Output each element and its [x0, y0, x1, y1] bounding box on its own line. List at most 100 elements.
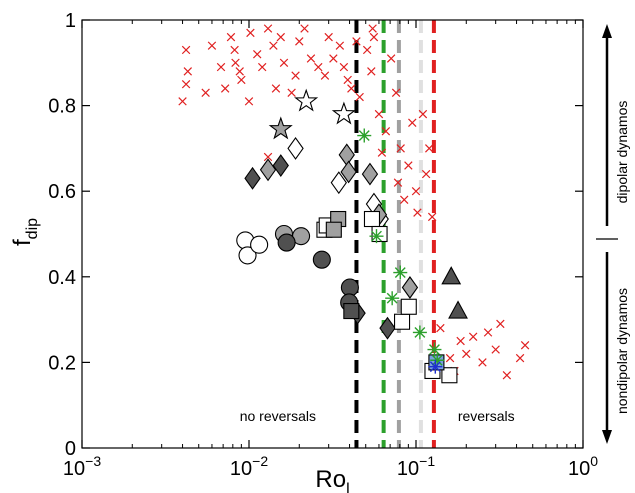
- data-point-x-0-65: [496, 319, 505, 329]
- data-point-asterisk-15-0: [428, 359, 443, 374]
- data-point-x-0-19: [276, 32, 286, 42]
- data-point-x-0-13: [244, 97, 254, 106]
- data-point-diamond-5-0: [244, 166, 261, 190]
- data-point-circle-8-0: [277, 233, 296, 252]
- data-point-x-0-26: [306, 54, 316, 63]
- data-point-asterisk-14-5: [427, 342, 442, 357]
- data-point-x-0-15: [252, 50, 262, 59]
- data-point-diamond-4-2: [340, 160, 357, 184]
- data-point-x-0-46: [399, 195, 409, 204]
- data-points: [178, 24, 530, 384]
- data-point-diamond-5-3: [379, 316, 396, 340]
- data-point-triangle-13-0: [441, 266, 462, 285]
- annotation-no-reversals: no reversals: [240, 408, 316, 424]
- plot-frame: [81, 19, 584, 449]
- data-point-square-9-4: [393, 313, 411, 330]
- y-tick-label-4: 0.8: [48, 96, 76, 118]
- data-point-x-0-43: [391, 88, 401, 97]
- x-tick-label-base: 10: [230, 458, 252, 480]
- data-point-x-0-36: [362, 45, 372, 55]
- y-axis-label-sub: dip: [24, 218, 41, 239]
- data-point-x-0-27: [314, 62, 323, 72]
- data-point-square-10-1: [325, 221, 342, 238]
- data-point-x-0-53: [424, 144, 434, 153]
- data-point-x-0-30: [329, 54, 338, 63]
- data-point-x-0-56: [368, 24, 377, 33]
- data-point-diamond-4-0: [259, 158, 277, 182]
- data-point-x-0-67: [515, 353, 525, 363]
- dipolar-arrow-head: [602, 24, 612, 38]
- data-point-circle-8-1: [312, 250, 331, 269]
- data-point-x-0-51: [418, 109, 428, 119]
- data-point-x-0-20: [271, 84, 281, 93]
- data-point-x-0-64: [491, 345, 500, 354]
- x-tick-label-exponent: −1: [419, 453, 435, 469]
- data-point-star5-1-1: [331, 101, 357, 125]
- data-point-x-0-0: [181, 45, 191, 55]
- data-point-x-0-41: [381, 127, 391, 136]
- data-point-x-0-70: [483, 328, 493, 337]
- x-tick-label-exponent: 0: [590, 453, 598, 469]
- data-point-square-9-5: [400, 298, 417, 315]
- data-point-x-0-55: [263, 152, 273, 162]
- data-point-star5-1-0: [294, 88, 319, 112]
- x-axis-label: Rol: [315, 466, 349, 493]
- data-point-x-0-11: [237, 75, 246, 85]
- data-point-x-0-63: [478, 358, 487, 367]
- data-point-x-0-28: [320, 71, 330, 80]
- data-point-x-0-21: [279, 58, 289, 68]
- data-point-asterisk-14-3: [393, 265, 408, 280]
- data-point-x-0-54: [427, 212, 437, 222]
- y-tick-label-5: 1: [65, 10, 76, 32]
- data-point-x-0-69: [456, 336, 465, 346]
- data-point-x-0-4: [201, 88, 210, 97]
- data-point-diamond-5-1: [272, 154, 289, 177]
- data-point-x-0-48: [408, 118, 417, 127]
- data-point-x-0-45: [396, 144, 405, 153]
- y-axis-label-main: f: [9, 239, 36, 246]
- x-axis-label-sub: l: [346, 481, 350, 493]
- data-point-asterisk-14-1: [369, 229, 384, 244]
- data-point-x-0-50: [413, 208, 422, 217]
- nondipolar-dynamos-label: nondipolar dynamos: [614, 288, 630, 414]
- data-point-asterisk-14-4: [412, 325, 427, 340]
- data-point-x-0-59: [445, 353, 455, 363]
- data-point-x-0-35: [355, 92, 364, 102]
- x-tick-label-exponent: −2: [252, 453, 268, 469]
- data-point-x-0-61: [462, 349, 471, 359]
- data-point-x-0-1: [183, 67, 193, 76]
- data-point-x-0-5: [207, 41, 217, 50]
- data-point-x-0-23: [291, 71, 300, 80]
- data-point-x-0-2: [181, 79, 191, 89]
- data-point-x-0-42: [386, 54, 396, 63]
- x-tick-label-0: 10−3: [63, 453, 101, 480]
- y-axis-label: fdip: [9, 218, 41, 246]
- data-point-x-0-31: [335, 41, 345, 50]
- reference-lines: [354, 20, 436, 448]
- x-tick-label-base: 10: [568, 458, 590, 480]
- data-point-x-0-24: [295, 37, 304, 46]
- y-tick-label-0: 0: [65, 438, 76, 460]
- data-point-x-0-66: [502, 371, 512, 380]
- dipolar-dynamos-label: dipolar dynamos: [614, 101, 630, 204]
- x-axis-label-main: Ro: [315, 466, 346, 493]
- data-point-star5-2-0: [268, 116, 293, 140]
- x-tick-label-2: 10−1: [397, 453, 435, 480]
- data-point-x-0-10: [235, 67, 244, 76]
- data-point-x-0-34: [347, 84, 356, 93]
- x-tick-label-base: 10: [63, 458, 85, 480]
- data-point-x-0-6: [216, 62, 226, 72]
- data-point-diamond-3-1: [330, 171, 347, 195]
- data-point-x-0-16: [257, 62, 267, 72]
- data-point-x-0-7: [226, 32, 236, 42]
- data-point-square-9-2: [363, 210, 381, 228]
- y-tick-label-2: 0.4: [48, 267, 76, 289]
- data-point-x-0-14: [246, 28, 255, 38]
- x-tick-label-exponent: −3: [85, 453, 101, 469]
- data-point-x-0-33: [343, 75, 352, 85]
- data-point-x-0-32: [339, 62, 349, 72]
- x-tick-label-3: 100: [568, 453, 598, 480]
- data-point-x-0-52: [421, 169, 431, 179]
